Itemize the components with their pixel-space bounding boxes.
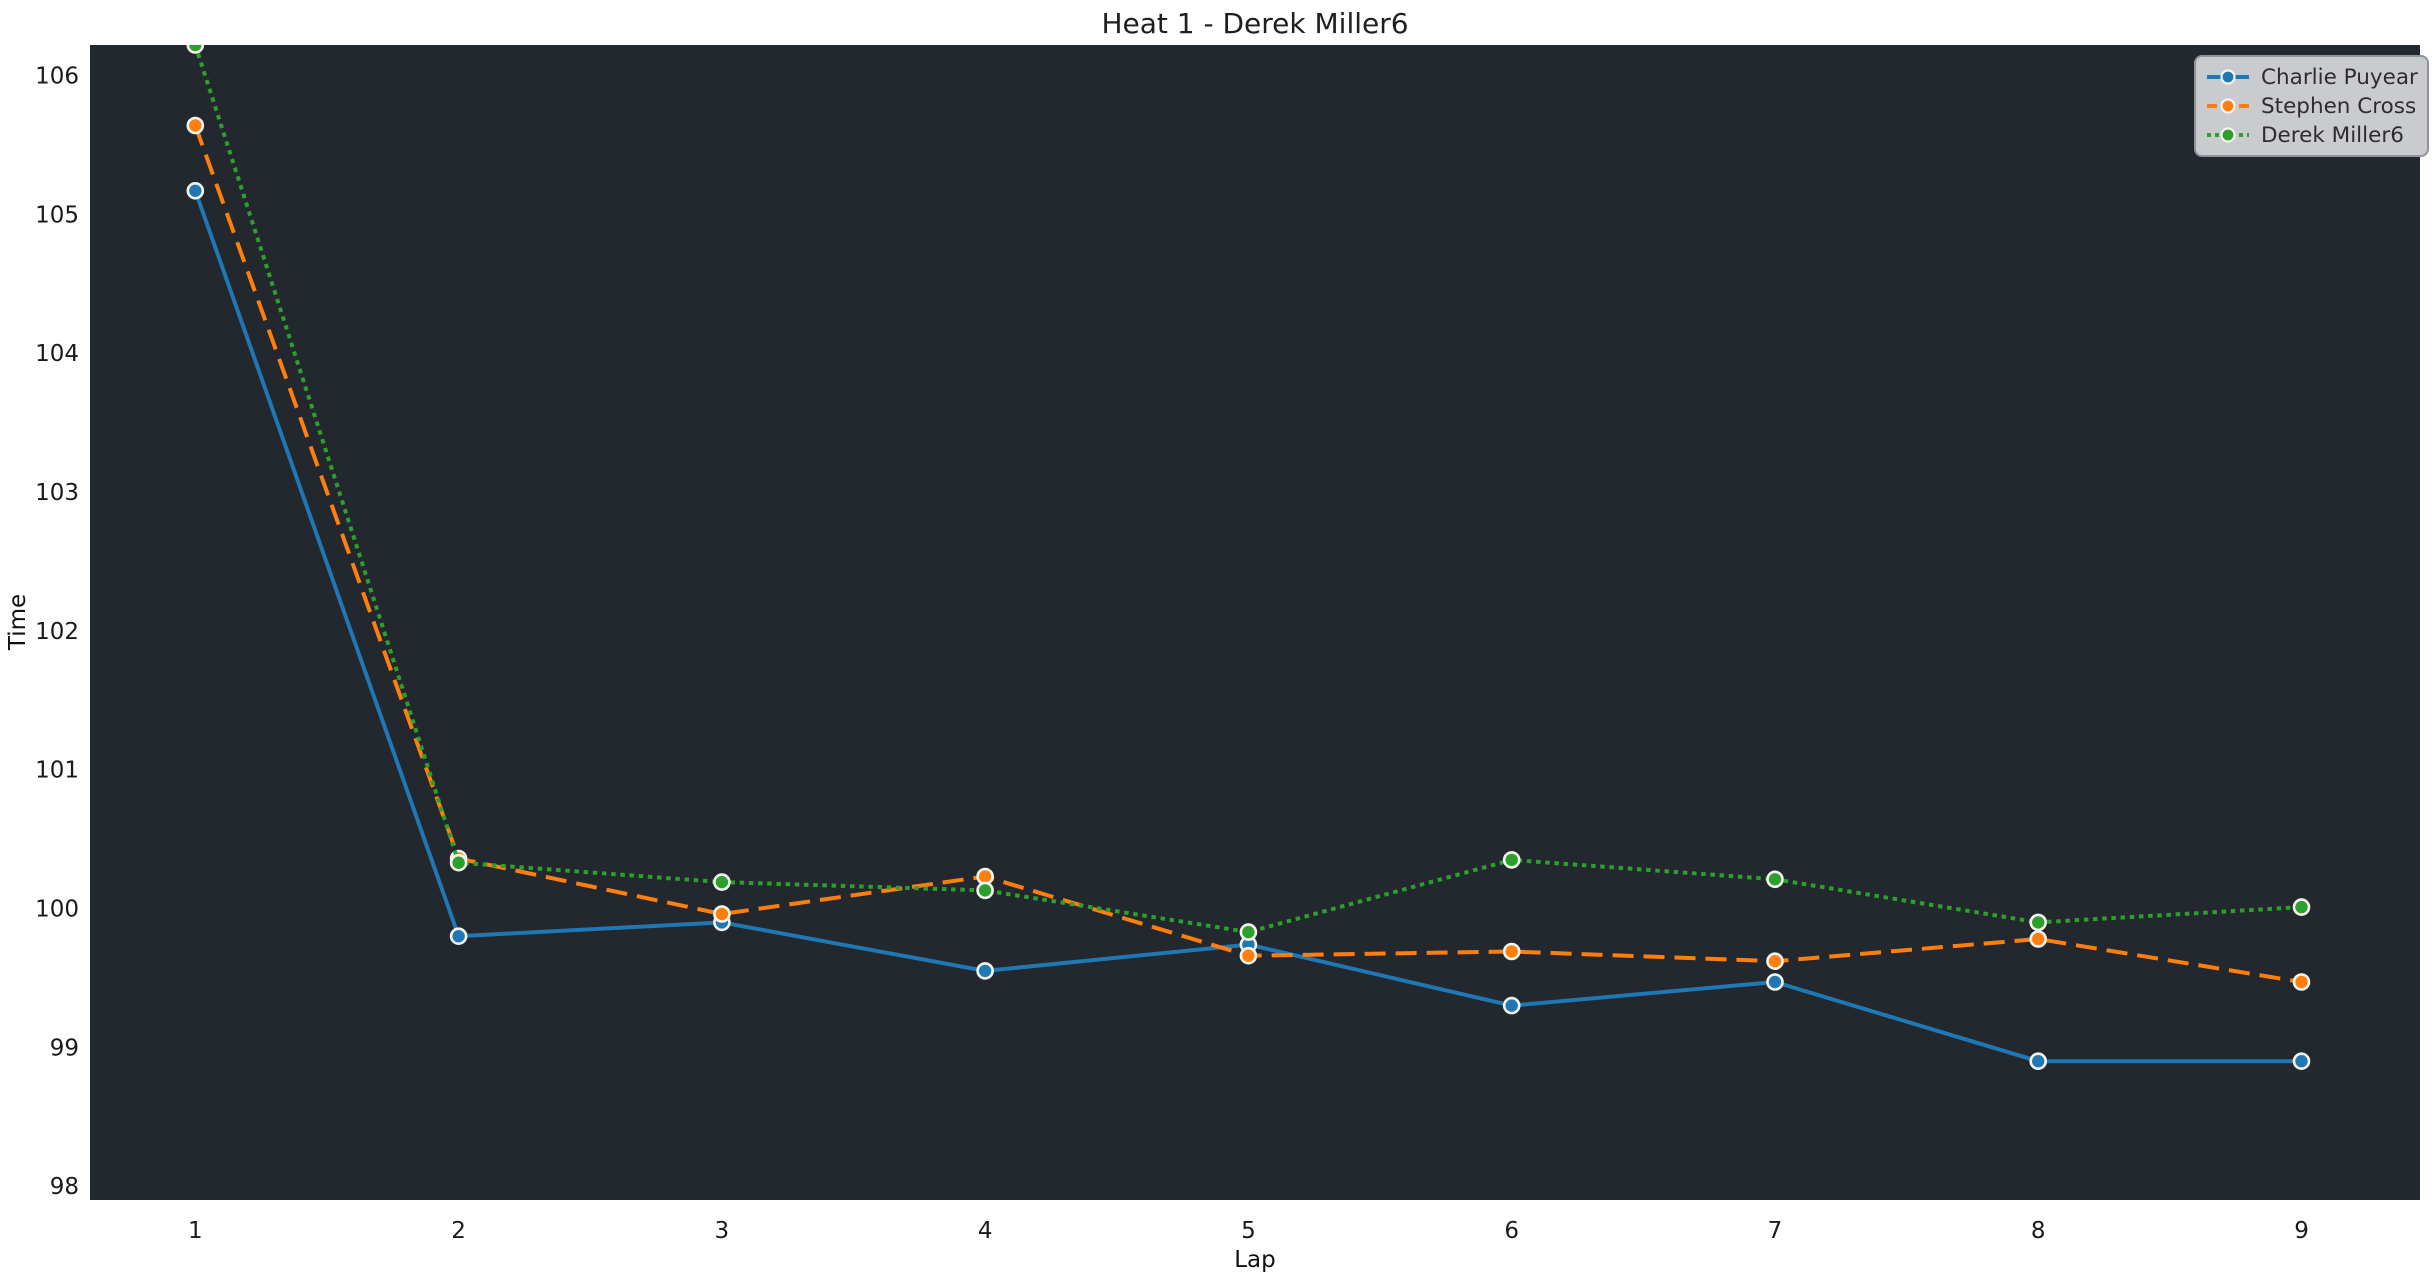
chart-title: Heat 1 - Derek Miller6 bbox=[1101, 7, 1408, 40]
data-point-stephen-cross-lap-6 bbox=[1502, 942, 1521, 961]
x-axis-label: Lap bbox=[1234, 1247, 1276, 1273]
plot-area bbox=[90, 45, 2420, 1200]
x-tick-label: 4 bbox=[978, 1218, 993, 1244]
legend-item: Derek Miller6 bbox=[2205, 121, 2418, 149]
data-point-stephen-cross-lap-3 bbox=[713, 905, 731, 923]
x-tick-label: 5 bbox=[1241, 1218, 1256, 1244]
y-tick-label: 105 bbox=[35, 202, 79, 228]
data-point-derek-miller6-lap-7 bbox=[1766, 870, 1784, 889]
x-tick-label: 3 bbox=[715, 1218, 730, 1244]
data-point-charlie-puyear-lap-9 bbox=[2292, 1052, 2311, 1070]
legend-label: Derek Miller6 bbox=[2261, 122, 2404, 148]
data-point-derek-miller6-lap-4 bbox=[976, 881, 994, 900]
y-tick-labels: 98 99 100 101 102 103 104 105 106 bbox=[35, 64, 79, 1201]
y-tick-label: 102 bbox=[35, 619, 79, 645]
y-tick-label: 104 bbox=[35, 341, 79, 367]
y-tick-label: 100 bbox=[35, 896, 79, 922]
y-tick-label: 99 bbox=[50, 1035, 79, 1061]
x-tick-label: 7 bbox=[1768, 1218, 1783, 1244]
data-point-charlie-puyear-lap-7 bbox=[1766, 973, 1784, 991]
y-tick-label: 101 bbox=[35, 758, 79, 784]
data-point-derek-miller6-lap-9 bbox=[2292, 898, 2311, 916]
data-point-stephen-cross-lap-9 bbox=[2292, 973, 2311, 991]
legend-sample-line-icon bbox=[2207, 127, 2249, 143]
data-point-stephen-cross-lap-5 bbox=[1239, 946, 1258, 965]
data-point-stephen-cross-lap-7 bbox=[1766, 952, 1784, 971]
legend-sample-marker bbox=[2220, 127, 2236, 143]
y-axis-label: Time bbox=[5, 594, 31, 651]
legend-item: Charlie Puyear bbox=[2205, 63, 2418, 91]
series-layer bbox=[186, 45, 2311, 1070]
legend-sample-line-icon bbox=[2207, 69, 2249, 85]
data-point-charlie-puyear-lap-6 bbox=[1502, 996, 1521, 1015]
series-line-derek-miller6 bbox=[193, 45, 2302, 935]
data-point-derek-miller6-lap-2 bbox=[449, 853, 468, 872]
legend-label: Stephen Cross bbox=[2261, 93, 2417, 119]
legend-sample-marker bbox=[2220, 69, 2236, 85]
legend-sample-marker bbox=[2220, 98, 2236, 114]
data-point-derek-miller6-lap-5 bbox=[1239, 923, 1258, 941]
data-point-charlie-puyear-lap-8 bbox=[2029, 1052, 2047, 1070]
y-tick-label: 103 bbox=[35, 480, 79, 506]
legend-label: Charlie Puyear bbox=[2261, 64, 2418, 90]
x-tick-label: 8 bbox=[2031, 1218, 2046, 1244]
x-tick-label: 6 bbox=[1504, 1218, 1519, 1244]
x-tick-labels: 1 2 3 4 5 6 7 8 9 bbox=[188, 1218, 2309, 1244]
x-tick-label: 1 bbox=[188, 1218, 203, 1244]
legend-sample-line-icon bbox=[2207, 98, 2249, 114]
x-tick-label: 9 bbox=[2294, 1218, 2309, 1244]
data-point-stephen-cross-lap-8 bbox=[2029, 930, 2047, 948]
data-point-derek-miller6-lap-1 bbox=[186, 45, 205, 54]
y-tick-label: 98 bbox=[50, 1174, 79, 1200]
x-tick-label: 2 bbox=[451, 1218, 466, 1244]
data-point-charlie-puyear-lap-1 bbox=[186, 182, 205, 200]
data-point-derek-miller6-lap-6 bbox=[1502, 851, 1521, 869]
data-point-charlie-puyear-lap-2 bbox=[449, 927, 468, 946]
y-tick-label: 106 bbox=[35, 64, 79, 90]
data-point-derek-miller6-lap-3 bbox=[713, 873, 731, 891]
data-point-charlie-puyear-lap-4 bbox=[976, 962, 994, 980]
data-point-derek-miller6-lap-8 bbox=[2029, 913, 2047, 932]
data-point-stephen-cross-lap-1 bbox=[186, 116, 205, 135]
legend-item: Stephen Cross bbox=[2205, 92, 2418, 120]
legend: Charlie Puyear Stephen Cross Derek Mille… bbox=[2194, 55, 2429, 157]
